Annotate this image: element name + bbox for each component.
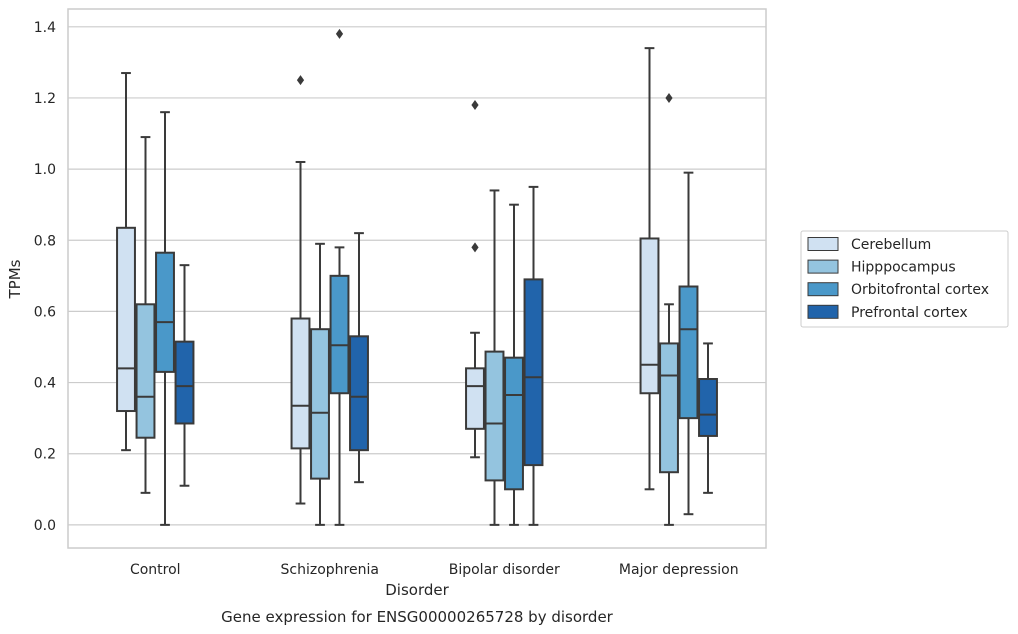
outlier-point — [296, 75, 305, 86]
box — [484, 350, 505, 482]
y-tick-label: 0.8 — [34, 233, 56, 249]
box-group — [504, 203, 524, 526]
outlier-point — [471, 242, 479, 253]
legend: Cerebellum Hipppocampus Orbitofrontal cort… — [800, 230, 1009, 328]
y-tick-label: 0.4 — [34, 376, 56, 392]
box-group — [155, 111, 175, 526]
box-group — [523, 185, 544, 526]
box-group — [329, 28, 350, 526]
legend-label: Orbitofrontal cortex — [851, 282, 989, 298]
box — [116, 226, 136, 413]
x-tick-label: Major depression — [619, 562, 739, 578]
box-group — [135, 136, 156, 494]
box-group — [116, 72, 136, 452]
legend-swatch — [807, 304, 839, 319]
box-group — [659, 92, 679, 526]
box — [639, 237, 660, 395]
chart-caption: Gene expression for ENSG00000265728 by d… — [221, 608, 614, 626]
x-tick-label: Schizophrenia — [281, 562, 379, 578]
plot-frame — [67, 8, 767, 549]
y-tick-label: 0.0 — [34, 518, 56, 534]
y-tick-labels: 0.0 0.2 0.4 0.6 0.8 1.0 1.2 1.4 — [34, 20, 56, 534]
outlier-point — [471, 100, 479, 111]
box — [310, 328, 330, 480]
legend-label: Hipppocampus — [851, 260, 956, 276]
box — [290, 317, 311, 450]
box-group — [349, 232, 369, 484]
box — [174, 340, 195, 425]
box — [504, 356, 524, 491]
plot-boxes — [116, 28, 718, 526]
legend-label: Cerebellum — [851, 237, 931, 253]
box-group — [698, 342, 718, 494]
box-group — [310, 242, 330, 526]
legend-label: Prefrontal cortex — [851, 305, 968, 321]
box-group — [465, 100, 485, 459]
legend-frame — [800, 230, 1009, 328]
x-tick-label: Bipolar disorder — [449, 562, 560, 578]
box-group — [484, 189, 505, 526]
box — [329, 274, 350, 395]
box — [155, 251, 175, 373]
x-tick-label: Control — [130, 562, 181, 578]
outlier-point — [335, 28, 344, 39]
legend-swatch — [807, 282, 839, 297]
y-tick-label: 1.0 — [34, 162, 56, 178]
box — [678, 285, 699, 420]
legend-swatch — [807, 259, 839, 274]
box-group — [174, 264, 195, 487]
y-tick-label: 0.2 — [34, 447, 56, 463]
x-tick-labels: Control Schizophrenia Bipolar disorder Majo… — [130, 562, 739, 578]
x-axis-label: Disorder — [385, 581, 449, 599]
box-group — [290, 75, 311, 505]
y-tick-label: 0.6 — [34, 304, 56, 320]
box — [523, 278, 544, 467]
box — [698, 378, 718, 437]
y-tick-label: 1.4 — [34, 20, 56, 36]
box — [465, 367, 485, 430]
box — [659, 342, 679, 474]
box — [135, 303, 156, 439]
box-group — [678, 171, 699, 516]
box-group — [639, 47, 660, 491]
box — [349, 335, 369, 452]
y-tick-label: 1.2 — [34, 91, 56, 107]
y-axis-label: TPMs — [6, 259, 24, 299]
legend-swatch — [807, 237, 839, 251]
outlier-point — [665, 92, 673, 103]
